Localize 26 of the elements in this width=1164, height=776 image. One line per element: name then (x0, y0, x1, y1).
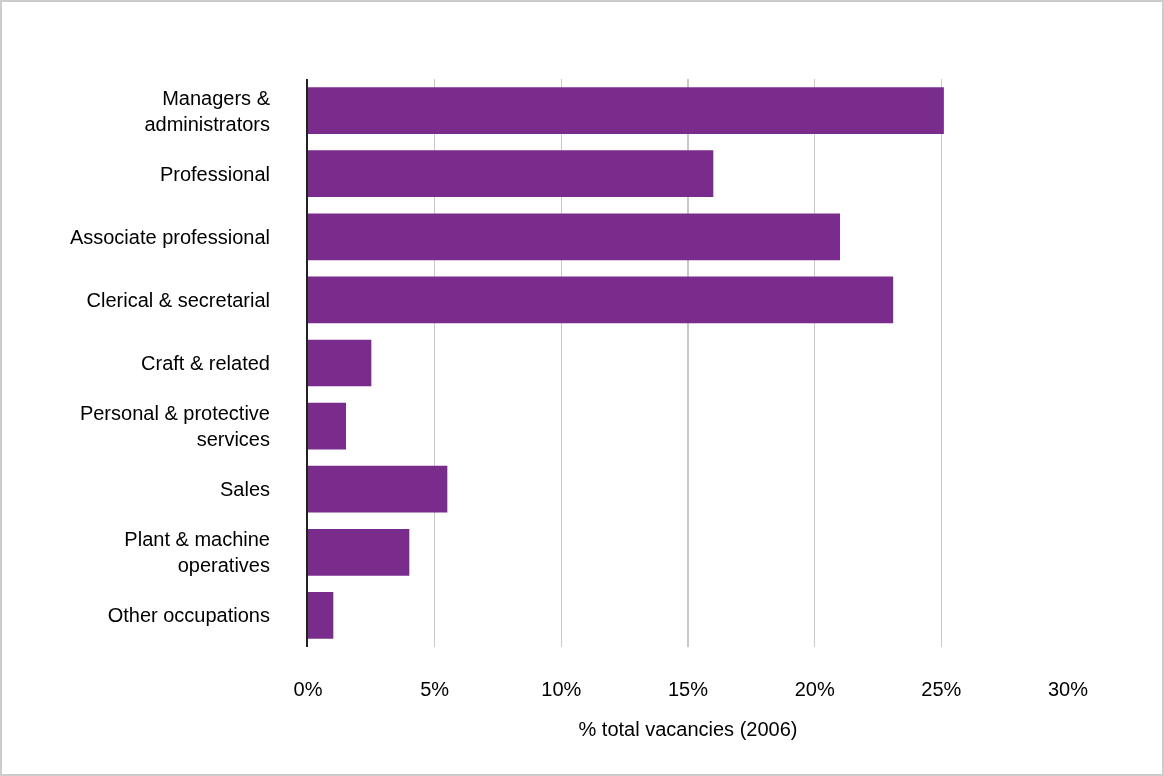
bar (308, 276, 894, 324)
x-tick-label: 30% (1047, 678, 1089, 700)
bar (308, 339, 372, 387)
y-tick-label: Other occupations (107, 604, 270, 627)
x-tick-label: 20% (794, 678, 835, 700)
bar (308, 592, 334, 639)
x-tick-label: 25% (921, 678, 962, 700)
y-tick-label: Craft & related (141, 352, 270, 374)
bar (308, 213, 840, 261)
x-tick-label: 0% (293, 678, 323, 700)
bar (308, 465, 448, 513)
y-tick-label: Plant & machine operatives (124, 528, 270, 577)
y-tick-label: Professional (159, 162, 270, 185)
y-tick-label: Sales (219, 478, 270, 501)
bar (308, 528, 410, 576)
y-tick-label: Personal & protective services (79, 402, 270, 451)
y-tick-label: Clerical & secretarial (86, 288, 270, 311)
x-tick-label: 5% (420, 678, 450, 700)
y-tick-label: Associate professional (69, 225, 270, 248)
bar (308, 87, 944, 134)
y-tick-label: Managers & administrators (144, 86, 271, 135)
x-tick-label: 15% (667, 678, 709, 700)
bar (308, 402, 346, 450)
bar (308, 150, 714, 198)
x-tick-label: 10% (541, 678, 582, 700)
x-axis-title: % total vacancies (2006) (578, 717, 798, 740)
